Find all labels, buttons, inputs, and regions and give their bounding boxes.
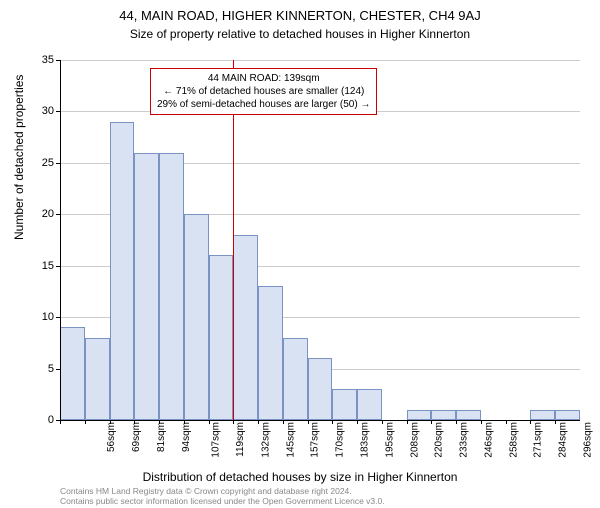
histogram-bar	[308, 358, 333, 420]
y-tick-label: 5	[24, 363, 54, 375]
histogram-bar	[456, 410, 481, 420]
histogram-bar	[110, 122, 135, 420]
y-tick-label: 0	[24, 414, 54, 426]
chart-title-sub: Size of property relative to detached ho…	[0, 27, 600, 41]
y-axis-line	[60, 60, 61, 420]
histogram-bar	[85, 338, 110, 420]
histogram-bar	[159, 153, 184, 420]
histogram-bar	[134, 153, 159, 420]
x-tick-label: 271sqm	[533, 422, 544, 458]
x-tick-label: 233sqm	[459, 422, 470, 458]
x-axis-line	[60, 420, 580, 421]
chart-title-main: 44, MAIN ROAD, HIGHER KINNERTON, CHESTER…	[0, 8, 600, 23]
annotation-line: 29% of semi-detached houses are larger (…	[157, 98, 370, 111]
histogram-bar	[233, 235, 258, 420]
histogram-bar	[283, 338, 308, 420]
x-tick-label: 69sqm	[131, 422, 142, 452]
histogram-bar	[357, 389, 382, 420]
annotation-box: 44 MAIN ROAD: 139sqm← 71% of detached ho…	[150, 68, 377, 115]
x-tick-label: 107sqm	[211, 422, 222, 458]
x-tick-label: 94sqm	[181, 422, 192, 452]
y-tick-label: 35	[24, 54, 54, 66]
histogram-bar	[530, 410, 555, 420]
x-tick-label: 132sqm	[261, 422, 272, 458]
x-tick-label: 81sqm	[156, 422, 167, 452]
x-tick-label: 157sqm	[310, 422, 321, 458]
x-tick-label: 119sqm	[235, 422, 246, 457]
x-tick-label: 195sqm	[384, 422, 395, 458]
histogram-bar	[60, 327, 85, 420]
x-tick-label: 284sqm	[558, 422, 569, 458]
x-tick-label: 296sqm	[582, 422, 593, 458]
x-tick-label: 56sqm	[106, 422, 117, 452]
x-tick-label: 220sqm	[434, 422, 445, 458]
x-tick-label: 246sqm	[483, 422, 494, 458]
histogram-bar	[209, 255, 234, 420]
annotation-line: ← 71% of detached houses are smaller (12…	[157, 85, 370, 98]
x-tick-label: 258sqm	[508, 422, 519, 458]
x-tick-label: 183sqm	[360, 422, 371, 458]
histogram-bar	[184, 214, 209, 420]
x-tick-label: 145sqm	[285, 422, 296, 458]
histogram-bar	[407, 410, 432, 420]
annotation-line: 44 MAIN ROAD: 139sqm	[157, 72, 370, 85]
x-tick-label: 208sqm	[409, 422, 420, 458]
histogram-bar	[555, 410, 580, 420]
x-tick-label: 170sqm	[335, 422, 346, 458]
footer-attribution: Contains HM Land Registry data © Crown c…	[60, 486, 385, 506]
chart-area: 0510152025303556sqm69sqm81sqm94sqm107sqm…	[60, 60, 580, 420]
histogram-bar	[431, 410, 456, 420]
gridline	[60, 60, 580, 61]
histogram-bar	[258, 286, 283, 420]
plot-region: 0510152025303556sqm69sqm81sqm94sqm107sqm…	[60, 60, 580, 420]
y-tick-label: 25	[24, 157, 54, 169]
y-tick-label: 20	[24, 208, 54, 220]
y-tick-label: 30	[24, 105, 54, 117]
footer-line-1: Contains HM Land Registry data © Crown c…	[60, 486, 385, 496]
histogram-bar	[332, 389, 357, 420]
y-tick-label: 15	[24, 260, 54, 272]
footer-line-2: Contains public sector information licen…	[60, 496, 385, 506]
y-tick-label: 10	[24, 311, 54, 323]
x-axis-label: Distribution of detached houses by size …	[0, 470, 600, 484]
